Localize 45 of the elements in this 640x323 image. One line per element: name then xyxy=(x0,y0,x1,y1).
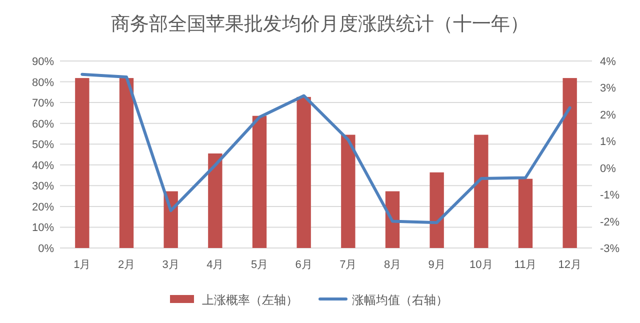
y-tick-label: 80% xyxy=(32,76,54,89)
y-tick-label: 60% xyxy=(32,118,54,130)
x-tick-label: 7月 xyxy=(340,259,357,271)
x-tick-label: 1月 xyxy=(74,259,91,271)
y2-tick-label: 3% xyxy=(600,82,616,95)
y2-tick-label: 2% xyxy=(600,109,616,122)
x-tick-label: 11月 xyxy=(514,259,537,271)
x-tick-label: 4月 xyxy=(206,259,224,271)
y2-tick-label: -1% xyxy=(600,190,620,202)
y-tick-label: 40% xyxy=(32,160,54,172)
y2-tick-label: 4% xyxy=(600,56,616,68)
y-tick-label: 50% xyxy=(32,139,54,152)
y2-tick-label: -3% xyxy=(600,243,620,255)
line-series xyxy=(80,72,572,224)
y2-tick-label: 1% xyxy=(600,136,616,148)
chart-title: 商务部全国苹果批发均价月度涨跌统计（十一年） xyxy=(111,13,529,35)
y-tick-label: 30% xyxy=(32,180,54,193)
x-tick-label: 5月 xyxy=(250,259,268,271)
y-tick-label: 90% xyxy=(32,56,54,68)
legend-label: 上涨概率（左轴） xyxy=(202,293,298,307)
y-tick-label: 20% xyxy=(32,201,54,214)
x-tick-label: 9月 xyxy=(428,259,446,271)
y2-tick-label: -2% xyxy=(600,216,620,228)
bar xyxy=(75,78,90,248)
bar xyxy=(252,116,267,248)
bar xyxy=(208,153,222,248)
y-tick-label: 0% xyxy=(38,243,54,255)
bar xyxy=(296,96,311,248)
x-tick-label: 6月 xyxy=(295,259,312,271)
x-tick-label: 8月 xyxy=(384,259,402,271)
bar xyxy=(474,134,488,248)
bar xyxy=(119,78,134,248)
bar xyxy=(430,172,444,248)
x-tick-label: 3月 xyxy=(162,259,180,271)
x-tick-label: 12月 xyxy=(558,259,582,271)
bar xyxy=(341,134,356,248)
legend-label: 涨幅均值（右轴） xyxy=(352,293,448,307)
x-tick-label: 10月 xyxy=(470,259,493,271)
bar xyxy=(562,78,577,248)
bar xyxy=(385,191,400,248)
bar xyxy=(518,178,533,248)
y2-tick-label: 0% xyxy=(600,162,616,175)
x-tick-label: 2月 xyxy=(118,259,136,271)
y-tick-label: 10% xyxy=(32,222,54,234)
y-tick-label: 70% xyxy=(32,98,54,110)
